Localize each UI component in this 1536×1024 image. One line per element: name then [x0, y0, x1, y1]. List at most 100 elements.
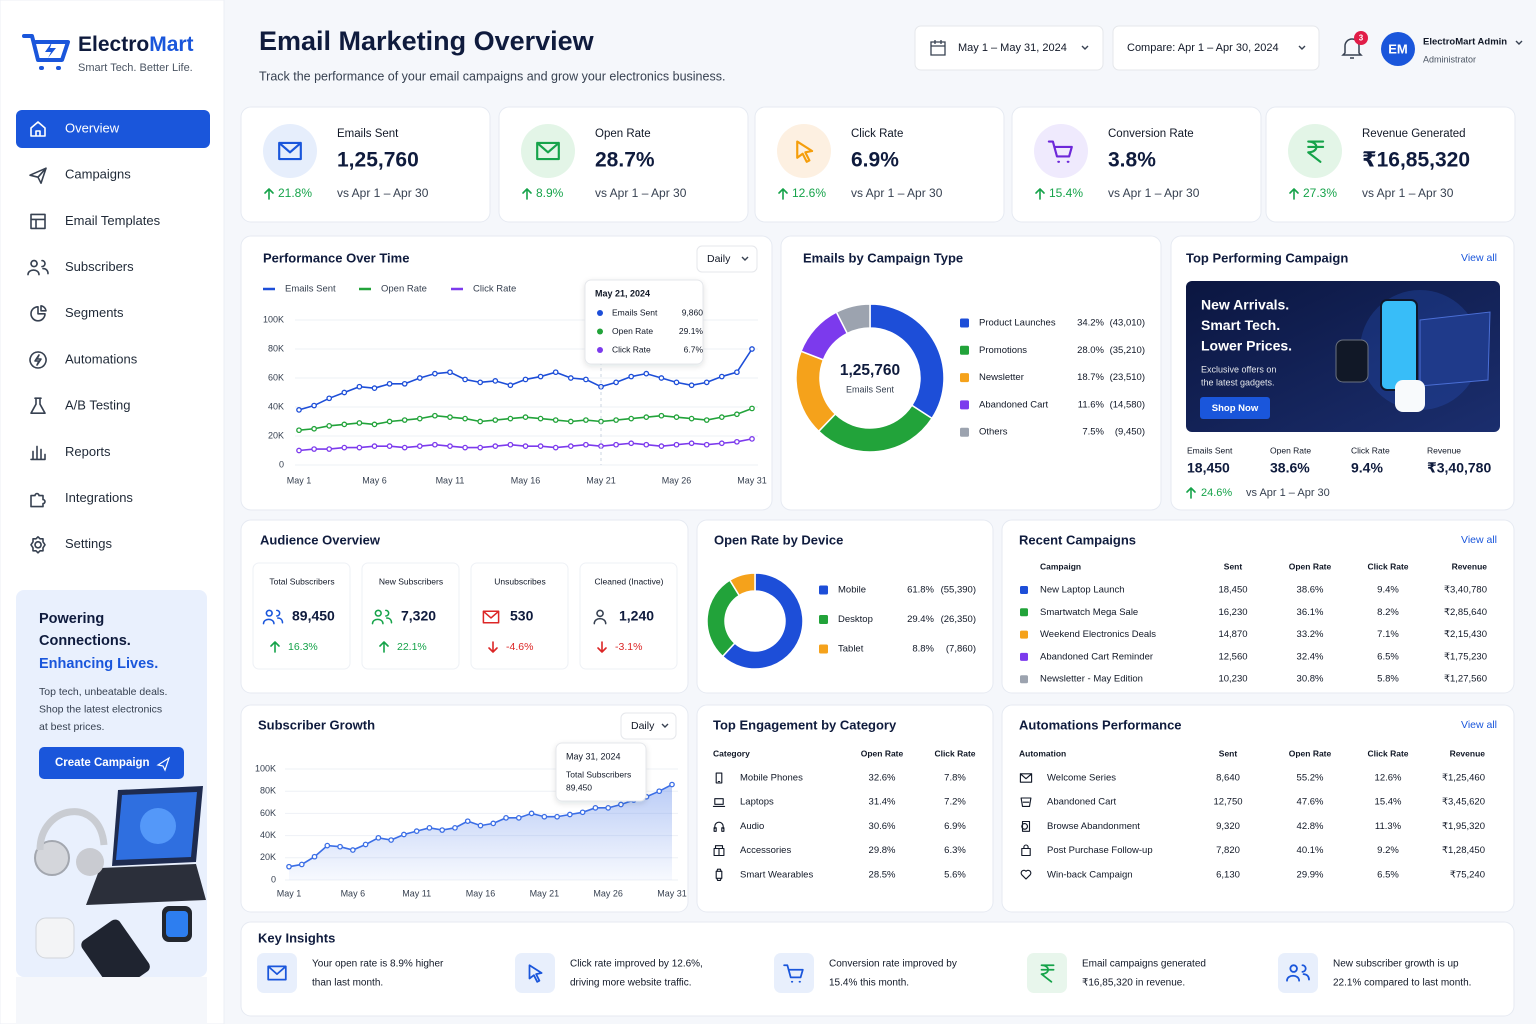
legend-count: (26,350) [941, 614, 976, 625]
series-point [311, 425, 317, 432]
legend-percent: 28.0% [1077, 345, 1104, 356]
area-point [286, 863, 292, 870]
row-value: ₹1,28,450 [1442, 845, 1485, 856]
nav-item[interactable]: Settings [65, 536, 112, 551]
view-all-link[interactable]: View all [1461, 252, 1497, 264]
stat-label: Click Rate [1351, 445, 1390, 455]
icon-search [1021, 820, 1031, 832]
kpi-compare: vs Apr 1 – Apr 30 [337, 186, 429, 200]
phone [81, 919, 150, 993]
period-label[interactable]: Daily [631, 720, 655, 732]
icon-bars [30, 445, 46, 461]
series-point [356, 444, 363, 451]
area-point [515, 814, 522, 821]
kpi-compare: vs Apr 1 – Apr 30 [851, 186, 943, 200]
nav-item[interactable]: Segments [65, 305, 124, 320]
banner-laptop [1419, 311, 1491, 387]
avatar[interactable] [1381, 32, 1415, 66]
promo-button[interactable] [39, 747, 184, 779]
series-point [492, 417, 499, 423]
series-point [567, 375, 574, 381]
series-point [401, 380, 408, 387]
audience-value: 530 [510, 608, 534, 624]
user-name[interactable]: ElectroMart Admin [1423, 37, 1507, 48]
banner-button-label[interactable]: Shop Now [1212, 403, 1259, 414]
area-point [554, 813, 560, 820]
row-name: Laptops [740, 797, 774, 808]
date-range[interactable]: May 1 – May 31, 2024 [958, 42, 1067, 54]
automations-card [1001, 704, 1515, 913]
nav-item[interactable]: Reports [65, 444, 111, 459]
stat-value: 9.4% [1351, 460, 1383, 476]
trend-arrow [270, 641, 280, 653]
icon-stroke [30, 445, 46, 461]
icon-users [371, 609, 393, 625]
series-point [718, 440, 725, 447]
icon-laptop [712, 798, 726, 807]
period-dropdown[interactable] [620, 712, 677, 740]
series-point [432, 441, 438, 448]
row-value: ₹2,85,640 [1444, 607, 1487, 618]
kpi-value: 6.9% [851, 149, 899, 172]
row-value: 10,230 [1218, 674, 1247, 685]
series-point [552, 417, 559, 423]
nav-active[interactable] [16, 110, 210, 148]
nav-item[interactable]: A/B Testing [65, 398, 131, 413]
date-picker[interactable] [914, 25, 1104, 71]
legend-label: Open Rate [381, 284, 427, 295]
series-point [447, 414, 453, 420]
view-all-link[interactable]: View all [1461, 719, 1497, 731]
area-point [567, 811, 573, 818]
kpi-change: 21.8% [278, 186, 312, 200]
audience-change: 22.1% [397, 641, 427, 653]
promo-heading: Connections. [39, 633, 131, 649]
promo-button-label[interactable]: Create Campaign [55, 757, 150, 769]
row-value: 8,640 [1216, 773, 1240, 784]
row-name: Weekend Electronics Deals [1040, 629, 1156, 640]
nav-item[interactable]: Overview [65, 120, 120, 135]
banner-phone [1380, 299, 1418, 391]
kpi-value: 28.7% [595, 149, 655, 172]
x-tick-label: May 16 [511, 475, 541, 485]
legend-count: (55,390) [941, 585, 976, 596]
area-point [605, 804, 612, 811]
y-tick-label: 20K [260, 852, 276, 862]
icon-segment [30, 304, 47, 322]
view-all-link[interactable]: View all [1461, 534, 1497, 546]
kpi-label: Revenue Generated [1362, 128, 1466, 140]
nav-item[interactable]: Automations [65, 351, 138, 366]
icon-bag [1021, 844, 1031, 857]
stat-value: 18,450 [1187, 460, 1230, 476]
icon-stroke [30, 397, 46, 415]
compare-picker[interactable] [1112, 25, 1320, 71]
compare-range[interactable]: Compare: Apr 1 – Apr 30, 2024 [1127, 42, 1279, 54]
nav-item[interactable]: Campaigns [65, 167, 131, 182]
series-point [703, 441, 710, 448]
x-tick-label: May 6 [362, 475, 387, 485]
series-point [371, 385, 378, 391]
series-point [507, 441, 514, 448]
period-dropdown[interactable] [696, 245, 758, 273]
legend-swatch [960, 373, 969, 383]
x-tick-label: May 11 [436, 475, 465, 485]
kpi-change: 27.3% [1303, 186, 1337, 200]
series-point [537, 443, 544, 449]
trend-arrow [379, 641, 389, 653]
series-point [386, 443, 393, 449]
card-title: Open Rate by Device [714, 532, 843, 547]
banner-button[interactable] [1200, 397, 1270, 419]
nav-item[interactable]: Integrations [65, 490, 133, 505]
series-point [673, 379, 680, 386]
card-title: Automations Performance [1019, 717, 1182, 732]
nav-item[interactable]: Email Templates [65, 213, 161, 228]
series-point [296, 447, 302, 454]
period-label[interactable]: Daily [707, 253, 731, 265]
engagement-card [696, 704, 994, 913]
brand-name: ElectroMart [78, 33, 194, 56]
series-point [552, 369, 559, 376]
nav-item[interactable]: Subscribers [65, 259, 134, 274]
icon-bolt [29, 351, 47, 369]
row-value: 30.8% [1297, 674, 1324, 685]
icon-stroke [1307, 140, 1325, 163]
area-point [464, 818, 471, 825]
